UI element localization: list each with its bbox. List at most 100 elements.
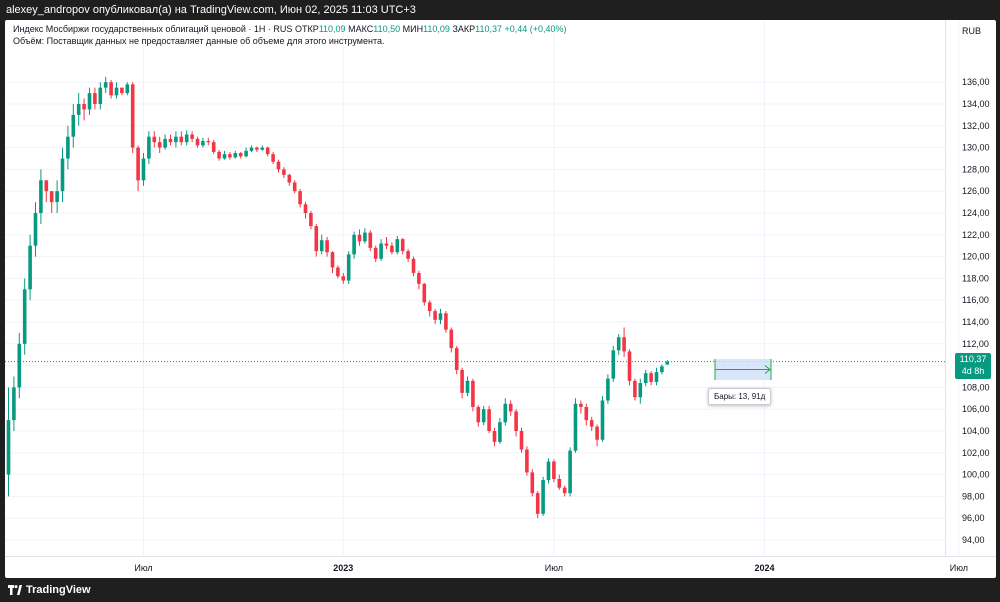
chart-canvas[interactable]: 94,00 96,00 98,00 100,00 102,00 104,00 106,00 1… (5, 20, 996, 578)
candle-body (71, 114, 76, 137)
candle-body (130, 84, 135, 148)
candle-body (595, 426, 599, 440)
candle-body (211, 142, 216, 152)
candle-body (341, 276, 346, 281)
publisher-bar: alexey_andropov опубликовал(а) на Tradin… (0, 0, 1000, 20)
candle-body (541, 480, 545, 514)
y-tick-label: 132,00 (962, 121, 990, 131)
candle-body (152, 136, 157, 143)
candle-body (660, 366, 664, 373)
candle-body (6, 420, 11, 475)
candle-body (627, 351, 632, 381)
candle-body (400, 239, 405, 252)
candle-body (298, 191, 302, 205)
candle-body (157, 142, 162, 148)
candle-body (125, 84, 130, 94)
candle-body (238, 153, 243, 157)
candle-body (519, 431, 524, 450)
y-tick-label: 100,00 (962, 470, 990, 480)
y-tick-label: 130,00 (962, 143, 990, 153)
candle-body (147, 136, 151, 159)
candle-body (44, 180, 49, 192)
candle-body (87, 93, 92, 110)
candle-body (174, 136, 178, 143)
candle-body (562, 487, 567, 494)
candle-body (535, 493, 540, 514)
x-tick-label: Июл (545, 563, 563, 573)
x-tick-label: 2024 (754, 563, 774, 573)
candle-body (82, 104, 86, 110)
y-tick-label: 104,00 (962, 426, 990, 436)
candle-body (217, 151, 221, 159)
y-tick-label: 118,00 (962, 273, 989, 283)
candle-body (363, 232, 367, 242)
candle-body (438, 313, 443, 320)
candle-body (622, 337, 626, 352)
candle-body (395, 239, 400, 253)
chart-panel[interactable]: 94,00 96,00 98,00 100,00 102,00 104,00 106,00 1… (5, 20, 996, 578)
candle-body (503, 403, 508, 423)
candle-body (168, 138, 173, 143)
candle-body (114, 87, 119, 96)
candle-body (379, 243, 383, 259)
candle-body (28, 245, 32, 290)
candle-body (319, 240, 324, 252)
last-price-tag: 110,37 4d 8h (955, 353, 991, 379)
candle-body (228, 154, 232, 158)
candle-body (390, 245, 394, 253)
candle-body (265, 147, 270, 155)
y-tick-label: 116,00 (962, 295, 989, 305)
y-tick-label: 124,00 (962, 208, 990, 218)
change-value: +0,44 (+0,40%) (504, 24, 567, 34)
candle-body (476, 407, 481, 423)
candle-body (136, 147, 140, 181)
candle-body (309, 213, 313, 227)
y-tick-label: 120,00 (962, 252, 990, 262)
candle-body (384, 243, 389, 246)
y-tick-label: 126,00 (962, 186, 990, 196)
candle-body (649, 373, 653, 382)
candle-body (352, 234, 356, 255)
candle-body (492, 431, 497, 442)
candle-body (55, 191, 59, 203)
candle-body (616, 337, 621, 351)
candle-body (287, 174, 292, 183)
candle-body (276, 161, 281, 170)
candle-body (330, 252, 335, 268)
candle-body (249, 147, 254, 151)
open-label: ОТКР (294, 24, 319, 34)
candle-body (460, 369, 464, 393)
y-tick-label: 96,00 (962, 513, 985, 523)
volume-note: Объём: Поставщик данных не предоставляет… (13, 36, 385, 46)
candle-body (557, 478, 562, 488)
candle-body (481, 409, 486, 423)
candle-body (292, 182, 297, 192)
low-label: МИН (402, 24, 424, 34)
candle-body (282, 169, 286, 175)
candle-body (406, 251, 410, 259)
candle-body (552, 461, 556, 479)
candle-body (508, 403, 513, 412)
candle-body (638, 383, 643, 398)
y-tick-label: 98,00 (962, 491, 985, 501)
candle-body (190, 134, 194, 139)
tradingview-logo[interactable]: TradingView (8, 583, 91, 597)
candle-body (422, 283, 427, 303)
last-price-value: 110,37 (959, 354, 987, 364)
candle-body (411, 258, 416, 273)
y-tick-label: 112,00 (962, 339, 989, 349)
candle-body (233, 153, 238, 158)
candle-body (195, 138, 200, 146)
instrument-name[interactable]: Индекс Мосбиржи государственных облигаци… (13, 24, 293, 34)
candle-body (433, 311, 437, 320)
candle-body (606, 378, 610, 401)
candle-body (633, 380, 637, 398)
candle-body (201, 141, 205, 146)
high-label: МАКС (348, 24, 374, 34)
candle-body (573, 403, 578, 451)
currency-unit[interactable]: RUB (962, 26, 982, 36)
candle-body (579, 403, 583, 408)
candle-body (611, 350, 616, 379)
candle-body (336, 267, 340, 277)
ohlc-legend: Индекс Мосбиржи государственных облигаци… (13, 24, 567, 34)
